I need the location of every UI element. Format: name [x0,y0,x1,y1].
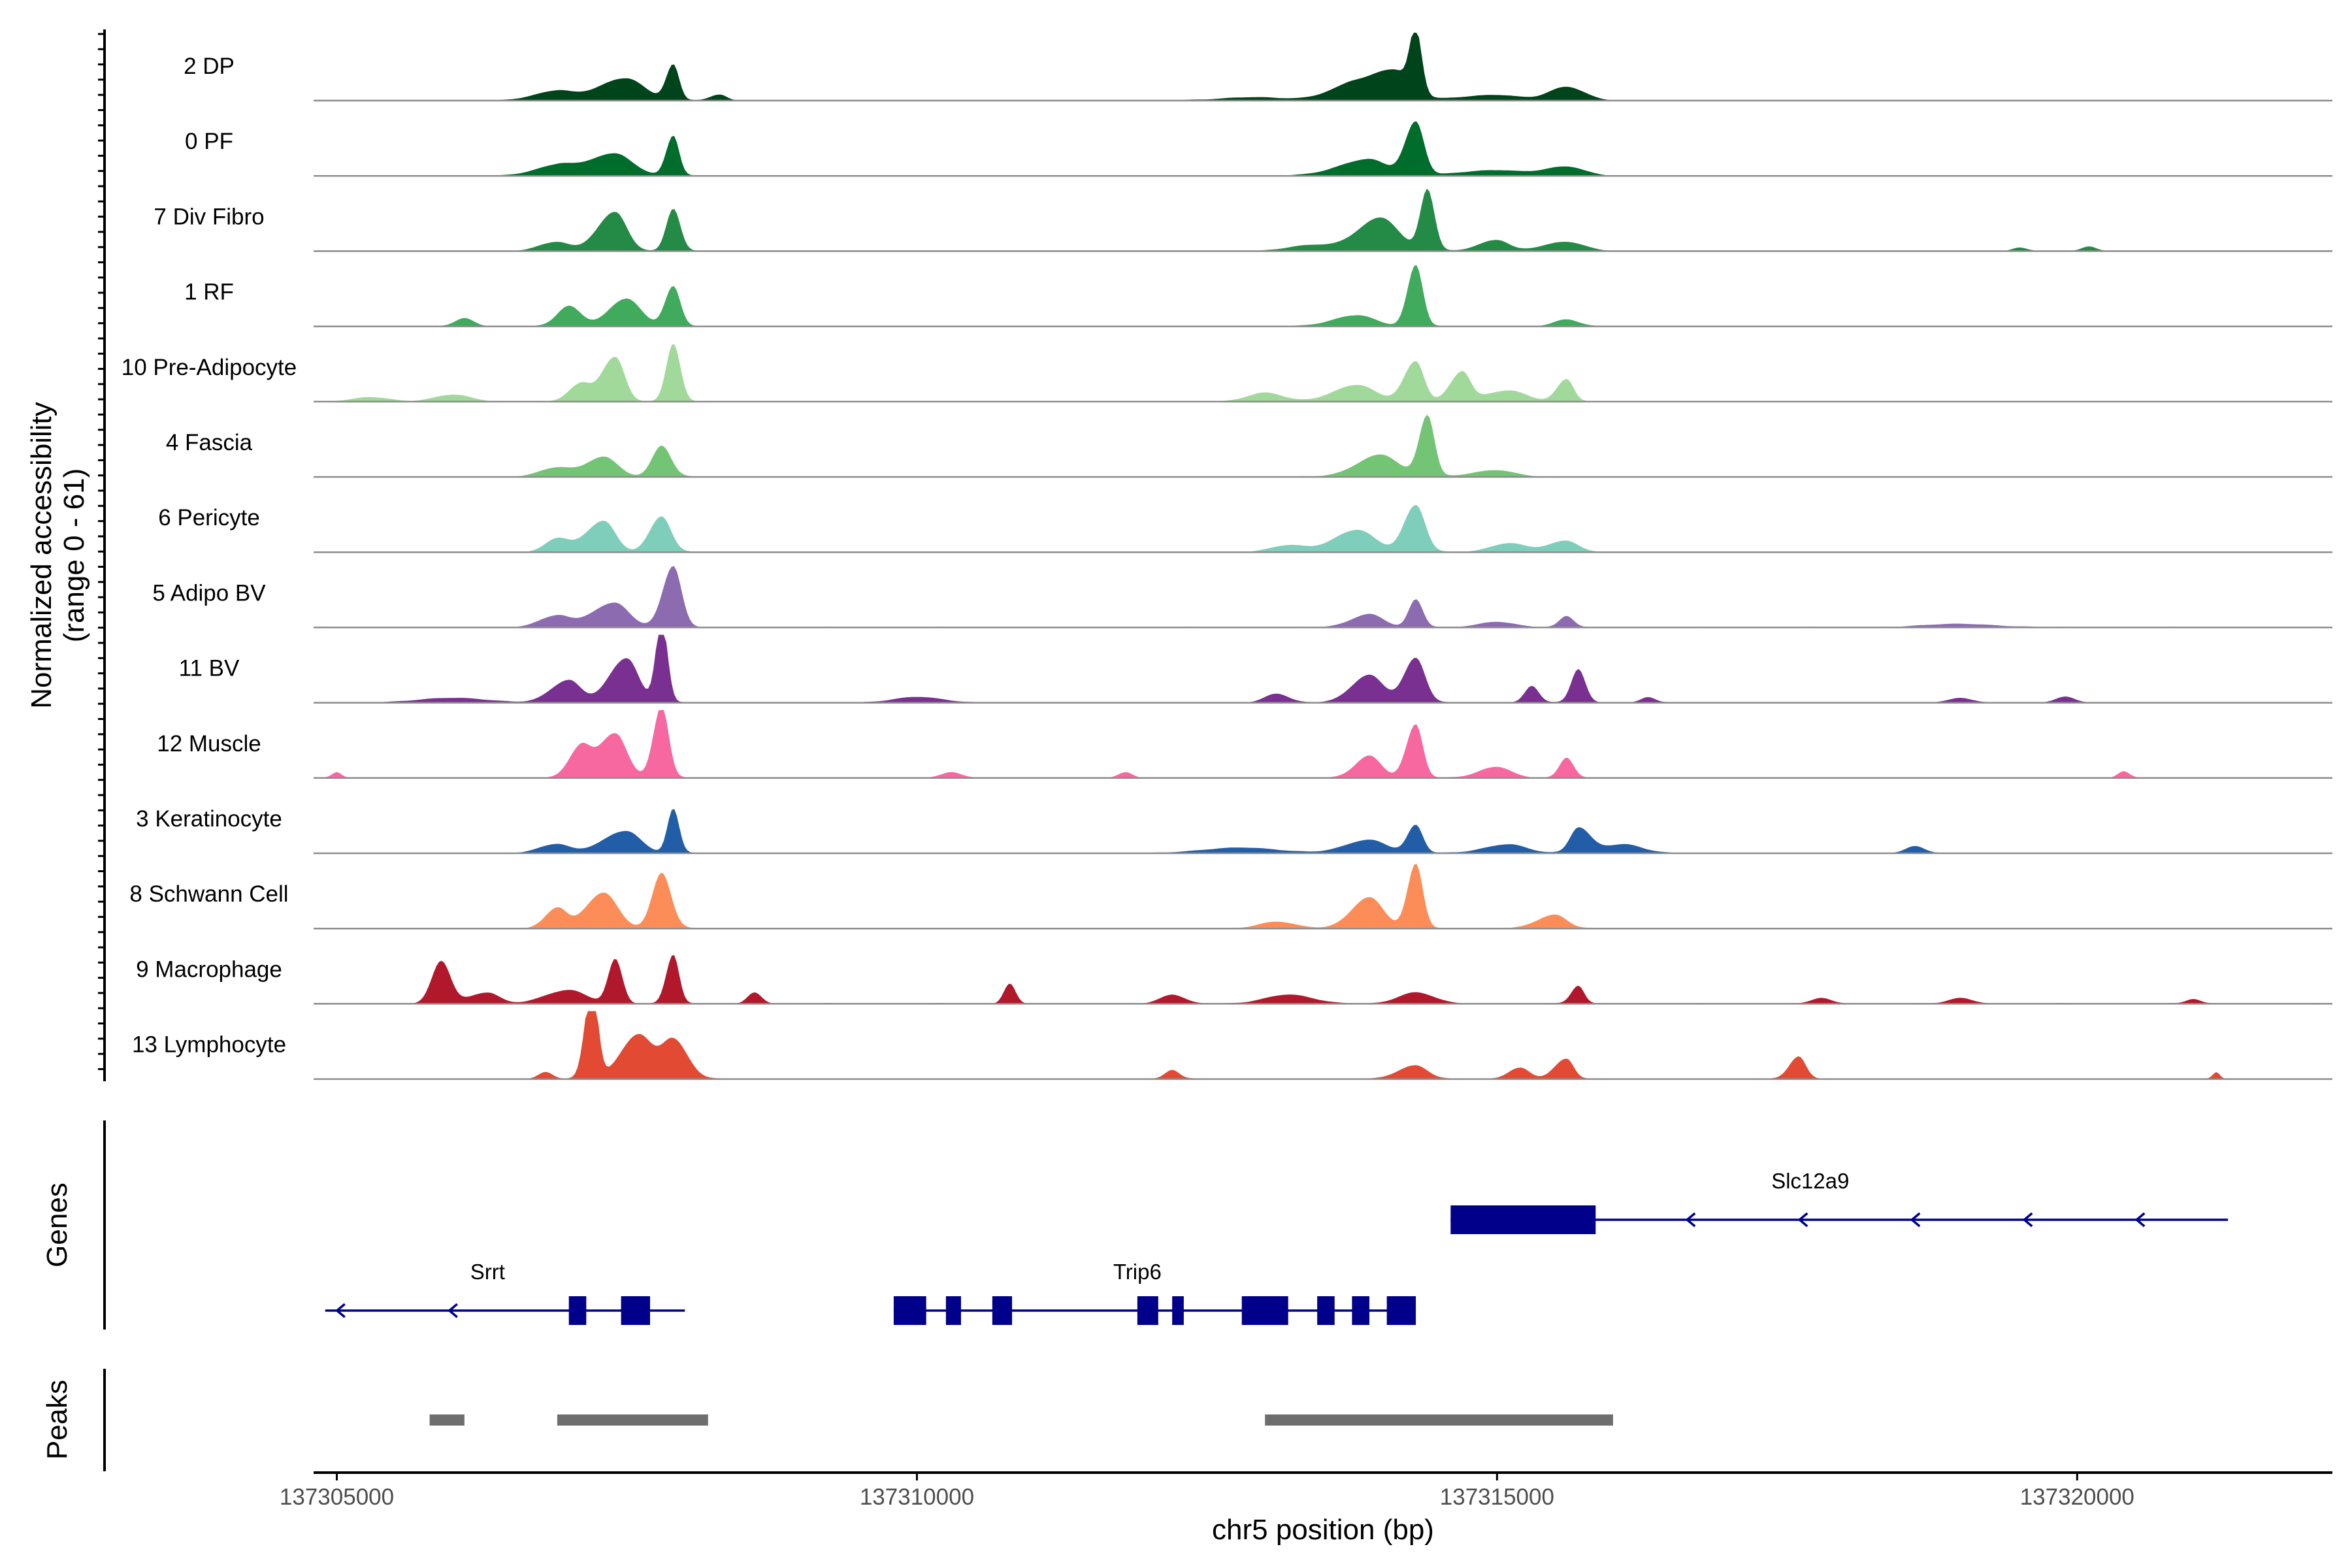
genes-panel-label: Genes [41,1183,73,1267]
y-axis-title-line1: Normalized accessibility [25,402,57,708]
strand-arrow [335,1303,346,1318]
track-label-14: 13 Lymphocyte [132,1032,286,1058]
track-label-2: 0 PF [185,129,233,154]
track-11: 3 Keratinocyte [136,806,2332,855]
track-2: 0 PF [185,121,2332,177]
track-4: 1 RF [184,265,2332,327]
track-7: 6 Pericyte [158,504,2332,553]
track-14: 13 Lymphocyte [132,1011,2332,1080]
coverage-area-1 [314,33,2332,101]
track-8: 5 Adipo BV [152,566,2332,629]
gene-exon [945,1296,961,1325]
track-label-3: 7 Div Fibro [154,204,264,229]
track-10: 12 Muscle [157,710,2332,779]
coverage-area-8 [314,566,2332,628]
strand-arrow [1685,1212,1696,1228]
y-axis-title-line2: (range 0 - 61) [58,468,90,643]
gene-exon [992,1296,1013,1325]
genes-panel: Slc12a9 Srrt Trip6 [103,1120,2229,1330]
gene-exon [1172,1296,1184,1325]
coverage-area-14 [314,1011,2332,1079]
x-tick-label: 137310000 [860,1484,974,1510]
gene-trip6: Trip6 [893,1260,1416,1325]
strand-arrow [2022,1212,2033,1228]
peaks-panel [103,1369,1613,1471]
track-label-10: 12 Muscle [157,731,261,757]
track-label-12: 8 Schwann Cell [129,881,288,907]
gene-exon [1352,1296,1370,1325]
gene-label: Trip6 [1113,1260,1162,1284]
x-axis: 137305000 137310000 137315000 137320000 [280,1471,2332,1510]
track-label-4: 1 RF [184,280,234,305]
gene-label: Slc12a9 [1771,1169,1849,1193]
track-label-7: 6 Pericyte [158,505,260,531]
gene-exon [1317,1296,1335,1325]
y-axis [98,29,106,1081]
gene-exon [1450,1205,1596,1234]
coverage-area-13 [314,955,2332,1004]
track-label-1: 2 DP [184,54,235,79]
coverage-area-5 [314,344,2332,402]
gene-exon [893,1296,926,1325]
coverage-area-7 [314,504,2332,553]
gene-exon [621,1296,650,1325]
track-5: 10 Pre-Adipocyte [122,344,2332,403]
gene-srrt: Srrt [325,1260,685,1325]
strand-arrow [2134,1212,2146,1228]
coverage-area-4 [314,265,2332,327]
coverage-area-9 [314,634,2332,703]
gene-slc12a9: Slc12a9 [1450,1169,2229,1234]
x-tick-label: 137320000 [2020,1484,2134,1510]
track-12: 8 Schwann Cell [129,863,2332,930]
strand-arrow [1797,1212,1808,1228]
track-label-13: 9 Macrophage [136,956,282,982]
track-9: 11 BV [179,634,2332,704]
x-tick-label: 137315000 [1440,1484,1554,1510]
gene-exon [1386,1296,1416,1325]
coverage-area-3 [314,188,2332,252]
x-tick-label: 137305000 [280,1484,394,1510]
track-label-8: 5 Adipo BV [152,580,266,606]
coverage-area-10 [314,710,2332,778]
coverage-area-12 [314,863,2332,929]
peaks-panel-label: Peaks [41,1380,73,1460]
coverage-area-11 [314,809,2332,853]
strand-arrow [1910,1212,1921,1228]
gene-exon [1241,1296,1288,1325]
track-label-9: 11 BV [179,656,240,681]
gene-exon [1137,1296,1158,1325]
strand-arrow [448,1303,458,1318]
coverage-tracks: 2 DP 0 PF 7 Div Fibro 1 RF 10 Pre-Adipocyte 4… [122,33,2332,1080]
gene-label: Srrt [470,1260,505,1284]
peak-region-1 [429,1414,465,1426]
track-1: 2 DP [184,33,2332,102]
x-axis-title: chr5 position (bp) [1212,1514,1434,1546]
track-3: 7 Div Fibro [154,188,2332,252]
track-label-11: 3 Keratinocyte [136,806,282,832]
peak-region-3 [1265,1414,1613,1426]
track-13: 9 Macrophage [136,955,2332,1005]
peak-region-2 [557,1414,708,1426]
coverage-area-2 [314,121,2332,176]
track-label-5: 10 Pre-Adipocyte [122,355,297,380]
gene-exon [568,1296,587,1325]
track-label-6: 4 Fascia [166,430,253,455]
coverage-area-6 [314,414,2332,477]
track-6: 4 Fascia [166,414,2332,478]
